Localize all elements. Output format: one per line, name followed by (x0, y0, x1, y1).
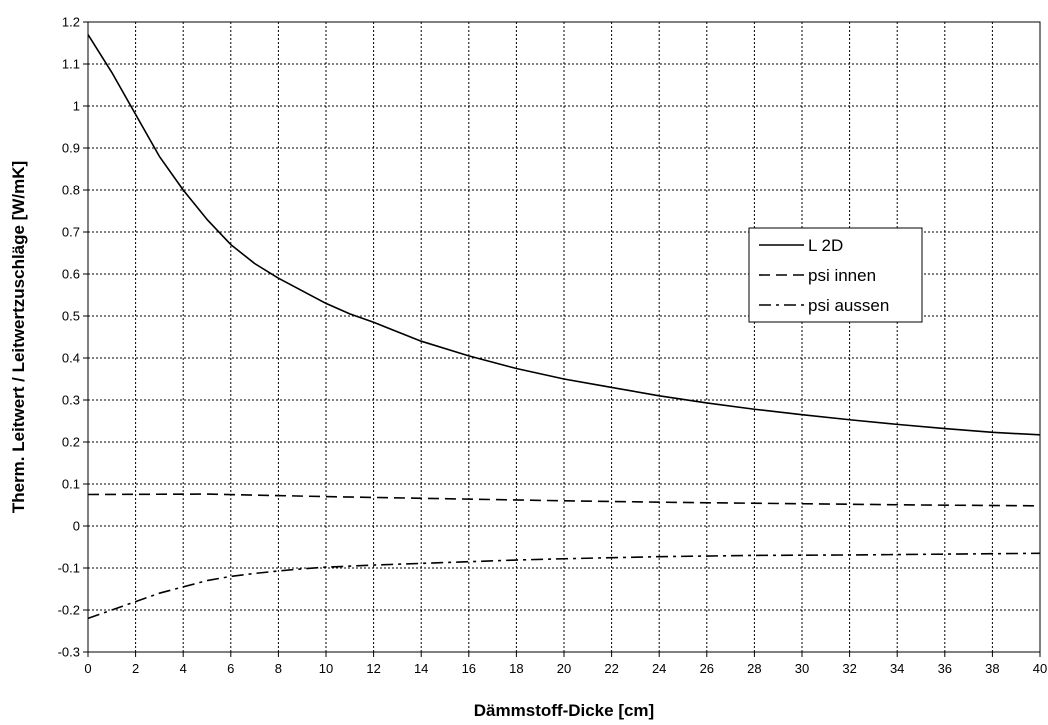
x-tick-label: 30 (795, 661, 809, 676)
x-tick-label: 28 (747, 661, 761, 676)
legend: L 2D psi innen psi aussen (748, 227, 923, 323)
x-tick-label: 0 (84, 661, 91, 676)
y-tick-label: 0.7 (62, 225, 80, 240)
x-tick-label: 38 (985, 661, 999, 676)
y-tick-label: 1.2 (62, 15, 80, 30)
y-tick-label: -0.2 (58, 603, 80, 618)
x-tick-label: 14 (414, 661, 428, 676)
series-line-2 (87, 493, 1041, 507)
x-tick-label: 22 (604, 661, 618, 676)
x-tick-label: 16 (462, 661, 476, 676)
y-tick-label: -0.3 (58, 645, 80, 660)
y-tick-label: 0.3 (62, 393, 80, 408)
x-tick-label: 4 (180, 661, 187, 676)
y-tick-label: 1.1 (62, 57, 80, 72)
y-tick-label: 1 (73, 99, 80, 114)
legend-label-1: L 2D (808, 236, 843, 255)
series-layer (87, 34, 1041, 620)
x-tick-label: 26 (700, 661, 714, 676)
x-tick-label: 34 (890, 661, 904, 676)
y-tick-label: 0.8 (62, 183, 80, 198)
y-tick-label: -0.1 (58, 561, 80, 576)
x-tick-label: 24 (652, 661, 666, 676)
x-tick-label: 6 (227, 661, 234, 676)
x-tick-label: 36 (938, 661, 952, 676)
y-tick-label: 0.9 (62, 141, 80, 156)
ticks (83, 21, 1041, 657)
y-tick-label: 0.5 (62, 309, 80, 324)
tick-labels: 0 2 4 6 8 10 12 14 16 18 20 22 24 26 28 30 32 34 36 38 40-0.… (58, 15, 1048, 677)
y-tick-label: 0 (73, 519, 80, 534)
y-tick-label: 0.2 (62, 435, 80, 450)
x-tick-label: 40 (1033, 661, 1047, 676)
legend-label-2: psi innen (808, 266, 876, 285)
x-tick-label: 20 (557, 661, 571, 676)
plot-area (88, 22, 1040, 652)
x-axis-title: Dämmstoff-Dicke [cm] (474, 701, 654, 720)
y-tick-label: 0.1 (62, 477, 80, 492)
x-tick-label: 32 (842, 661, 856, 676)
legend-label-3: psi aussen (808, 296, 889, 315)
x-tick-label: 2 (132, 661, 139, 676)
x-tick-label: 18 (509, 661, 523, 676)
y-tick-label: 0.4 (62, 351, 80, 366)
x-tick-label: 12 (366, 661, 380, 676)
series-line-1 (87, 34, 1041, 436)
series-line-3 (87, 552, 1041, 620)
y-axis-title: Therm. Leitwert / Leitwertzuschläge [W/m… (9, 161, 28, 513)
x-tick-label: 8 (275, 661, 282, 676)
y-tick-label: 0.6 (62, 267, 80, 282)
x-tick-label: 10 (319, 661, 333, 676)
grid (88, 22, 1040, 652)
